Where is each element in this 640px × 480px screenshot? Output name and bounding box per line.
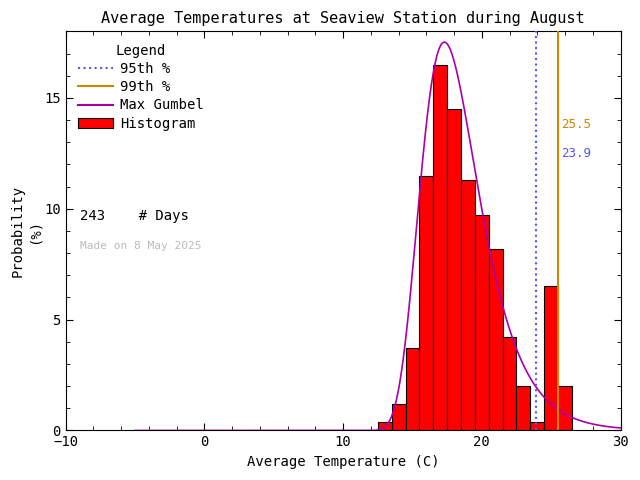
Title: Average Temperatures at Seaview Station during August: Average Temperatures at Seaview Station … xyxy=(101,11,585,26)
Bar xyxy=(406,348,419,431)
Bar xyxy=(502,337,516,431)
Bar xyxy=(392,404,406,431)
Y-axis label: Probability
(%): Probability (%) xyxy=(11,185,42,277)
Bar xyxy=(447,109,461,431)
Text: 23.9: 23.9 xyxy=(561,147,591,160)
Legend: 95th %, 99th %, Max Gumbel, Histogram: 95th %, 99th %, Max Gumbel, Histogram xyxy=(73,38,209,136)
Text: 25.5: 25.5 xyxy=(561,118,591,131)
Text: 243    # Days: 243 # Days xyxy=(79,209,188,223)
Bar xyxy=(558,386,572,431)
Bar xyxy=(516,386,531,431)
Bar xyxy=(378,421,392,431)
X-axis label: Average Temperature (C): Average Temperature (C) xyxy=(247,455,440,469)
Bar xyxy=(531,421,544,431)
Bar xyxy=(419,176,433,431)
Bar xyxy=(489,249,502,431)
Bar xyxy=(461,180,475,431)
Bar xyxy=(475,216,489,431)
Text: Made on 8 May 2025: Made on 8 May 2025 xyxy=(79,241,201,251)
Bar xyxy=(433,65,447,431)
Bar xyxy=(544,287,558,431)
